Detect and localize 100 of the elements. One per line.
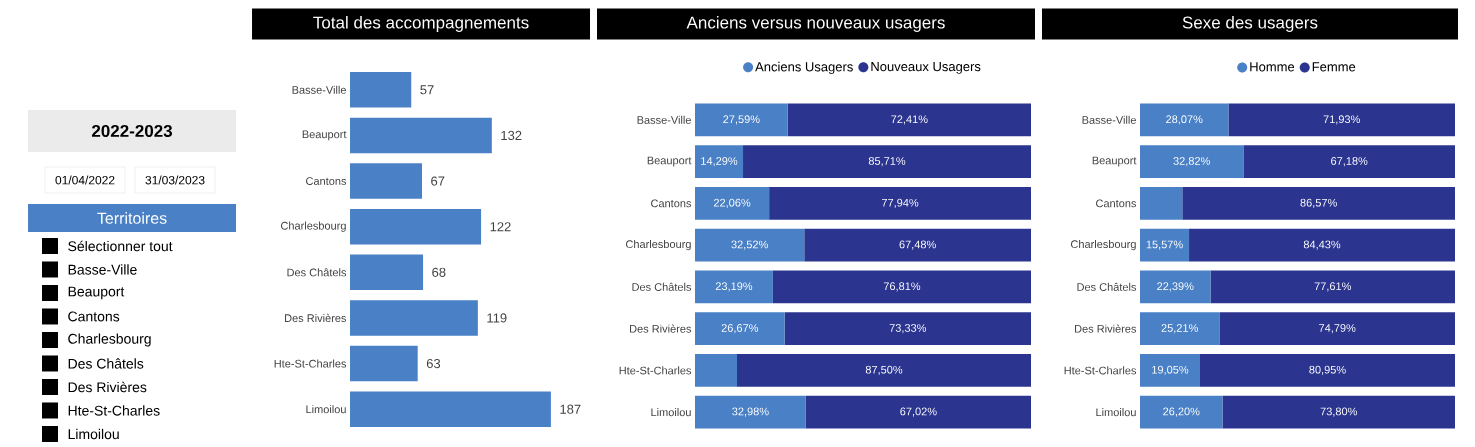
y-tick-label: Basse-Ville [292, 85, 346, 94]
data-label: 86,57% [1300, 198, 1337, 208]
data-label: 14,29% [701, 157, 738, 167]
data-label: 80,95% [1309, 365, 1346, 375]
y-tick-label: Charlesbourg [626, 240, 691, 251]
data-label: 73,80% [1320, 407, 1358, 417]
bar [695, 145, 744, 178]
bar [1140, 354, 1201, 387]
data-label: 122 [490, 222, 511, 232]
bar [772, 270, 1031, 304]
bar [1222, 395, 1455, 429]
data-label: 67,48% [899, 240, 936, 250]
text: Hte-St-Charles [68, 405, 160, 416]
chart-title: Sexe des usagers [1182, 16, 1318, 32]
bar [784, 312, 1031, 345]
y-tick-label: Cantons [306, 177, 347, 185]
bar [350, 345, 418, 382]
y-tick-label: Limoilou [651, 408, 691, 417]
data-label: 68 [432, 267, 446, 277]
bar [743, 145, 1031, 178]
y-tick-label: Charlesbourg [1070, 240, 1136, 251]
bar [695, 103, 788, 137]
bar [350, 391, 551, 427]
text: Des Châtels [68, 358, 144, 369]
bar [1200, 354, 1455, 387]
bar [1228, 103, 1455, 137]
y-tick-label: Des Rivières [630, 324, 692, 333]
text: Territoires [97, 212, 167, 224]
y-tick-label: Hte-St-Charles [619, 366, 692, 375]
data-label: 187 [560, 404, 581, 414]
data-label: 85,71% [868, 157, 906, 167]
text: Beauport [68, 286, 125, 300]
bar [350, 72, 412, 108]
bar [1140, 312, 1220, 345]
bar [1140, 270, 1211, 304]
bar [1210, 270, 1455, 304]
data-label: 26,67% [721, 324, 759, 334]
data-label: 74,79% [1319, 324, 1356, 334]
y-tick-label: Cantons [651, 199, 692, 208]
data-label: 119 [487, 313, 507, 323]
data-label: 77,61% [1314, 282, 1352, 292]
text: Charlesbourg [68, 333, 151, 347]
text: Limoilou [68, 428, 119, 440]
data-label: 15,57% [1146, 240, 1183, 250]
text: Des Rivières [68, 381, 147, 393]
y-tick-label: Des Rivières [1075, 324, 1137, 333]
text: Sélectionner tout [68, 240, 173, 252]
data-label: 32,98% [732, 407, 769, 417]
data-label: 32,82% [1173, 157, 1210, 167]
y-tick-label: Beauport [1092, 156, 1137, 167]
y-tick-label: Hte-St-Charles [274, 359, 347, 368]
data-label: 19,05% [1152, 365, 1189, 375]
y-tick-label: Basse-Ville [1082, 115, 1136, 124]
data-label: 71,93% [1323, 115, 1360, 125]
bar [695, 395, 806, 429]
bar [1140, 103, 1229, 137]
text: 01/04/2022 [55, 175, 115, 185]
data-label: 67,02% [900, 407, 937, 417]
data-label: 77,94% [881, 198, 919, 208]
data-label: 84,43% [1303, 240, 1341, 250]
data-label: 25,21% [1161, 324, 1198, 334]
data-label: 28,07% [1166, 115, 1203, 125]
bar [1182, 187, 1455, 220]
data-label: 26,20% [1163, 407, 1200, 417]
text: Basse-Ville [68, 264, 137, 275]
bar [350, 208, 482, 245]
bar [695, 354, 738, 387]
data-label: 63 [426, 358, 441, 369]
bar [350, 300, 478, 336]
chart-title: Total des accompagnements [313, 16, 529, 32]
bar [737, 354, 1031, 387]
bar [695, 228, 805, 262]
text: 2022-2023 [91, 124, 173, 138]
bar [1219, 312, 1455, 345]
legend-label: Nouveaux Usagers [871, 62, 981, 74]
bar [350, 117, 492, 154]
bar [1140, 187, 1183, 220]
y-tick-label: Beauport [647, 156, 692, 167]
data-label: 57 [420, 85, 434, 95]
y-tick-label: Des Rivières [285, 313, 347, 323]
bar [695, 270, 773, 304]
data-label: 67 [431, 176, 445, 186]
bar [695, 312, 785, 345]
bar [805, 395, 1031, 429]
data-label: 76,81% [883, 282, 921, 292]
data-label: 87,50% [865, 365, 903, 375]
y-tick-label: Hte-St-Charles [1064, 366, 1137, 375]
y-tick-label: Cantons [1096, 199, 1137, 208]
y-tick-label: Beauport [302, 130, 347, 141]
data-label: 67,18% [1331, 157, 1368, 167]
y-tick-label: Des Châtels [632, 282, 692, 291]
legend-label: Homme [1250, 62, 1295, 72]
bar [804, 228, 1031, 262]
text: 31/03/2023 [145, 175, 205, 185]
data-label: 132 [501, 130, 522, 141]
bar [1140, 145, 1244, 178]
text: Cantons [68, 311, 120, 322]
y-tick-label: Limoilou [306, 405, 346, 414]
bar [1140, 395, 1223, 429]
y-tick-label: Charlesbourg [281, 221, 346, 232]
